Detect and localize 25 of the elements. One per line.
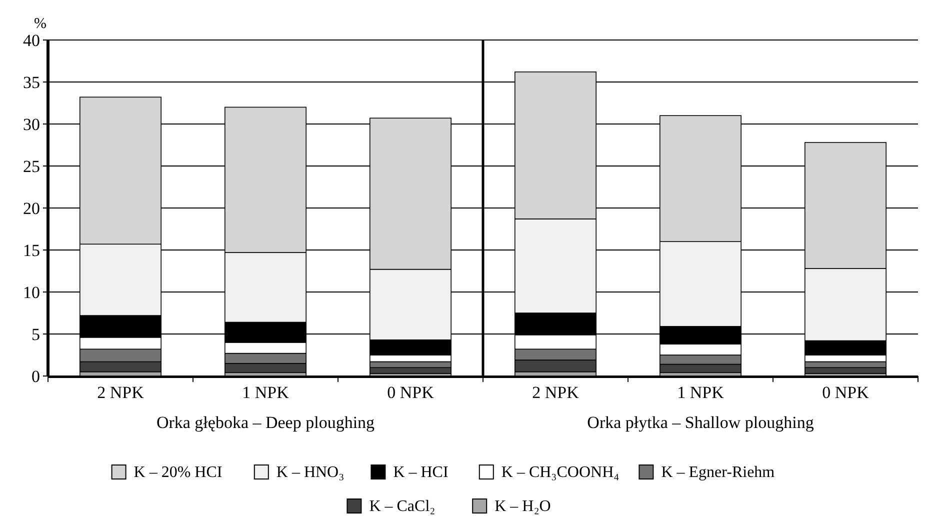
x-tick-label: 0 NPK — [387, 383, 435, 402]
y-tick-label: 0 — [32, 366, 40, 386]
y-tick-label: 5 — [32, 324, 40, 344]
y-tick-label: 10 — [23, 282, 40, 302]
y-tick-label: 15 — [23, 240, 40, 260]
legend-label: K – H₂O — [494, 498, 551, 515]
x-tick-label: 0 NPK — [822, 383, 870, 402]
y-tick-label: 20 — [23, 198, 40, 218]
legend-label: K – CaCl₂ — [369, 498, 436, 515]
x-tick-label: 2 NPK — [97, 383, 145, 402]
y-tick-label: 25 — [23, 156, 40, 176]
legend-label: K – HNO₃ — [276, 464, 344, 481]
legend-label: K – 20% HCI — [134, 464, 222, 481]
legend-label: K – HCI — [393, 464, 448, 481]
y-tick-label: 40 — [23, 30, 40, 50]
x-axis-title: Orka głęboka – Deep ploughing — [156, 413, 376, 432]
legend-label: K – Egner-Riehm — [661, 464, 776, 481]
y-tick-label: 30 — [23, 114, 40, 134]
x-tick-label: 1 NPK — [242, 383, 290, 402]
x-tick-label: 2 NPK — [532, 383, 580, 402]
legend-label: K – CH₃COONH₄ — [501, 464, 620, 481]
y-axis-title: % — [34, 16, 46, 32]
x-axis-title: Orka płytka – Shallow ploughing — [587, 413, 814, 432]
x-tick-label: 1 NPK — [677, 383, 725, 402]
y-tick-label: 35 — [23, 72, 40, 92]
